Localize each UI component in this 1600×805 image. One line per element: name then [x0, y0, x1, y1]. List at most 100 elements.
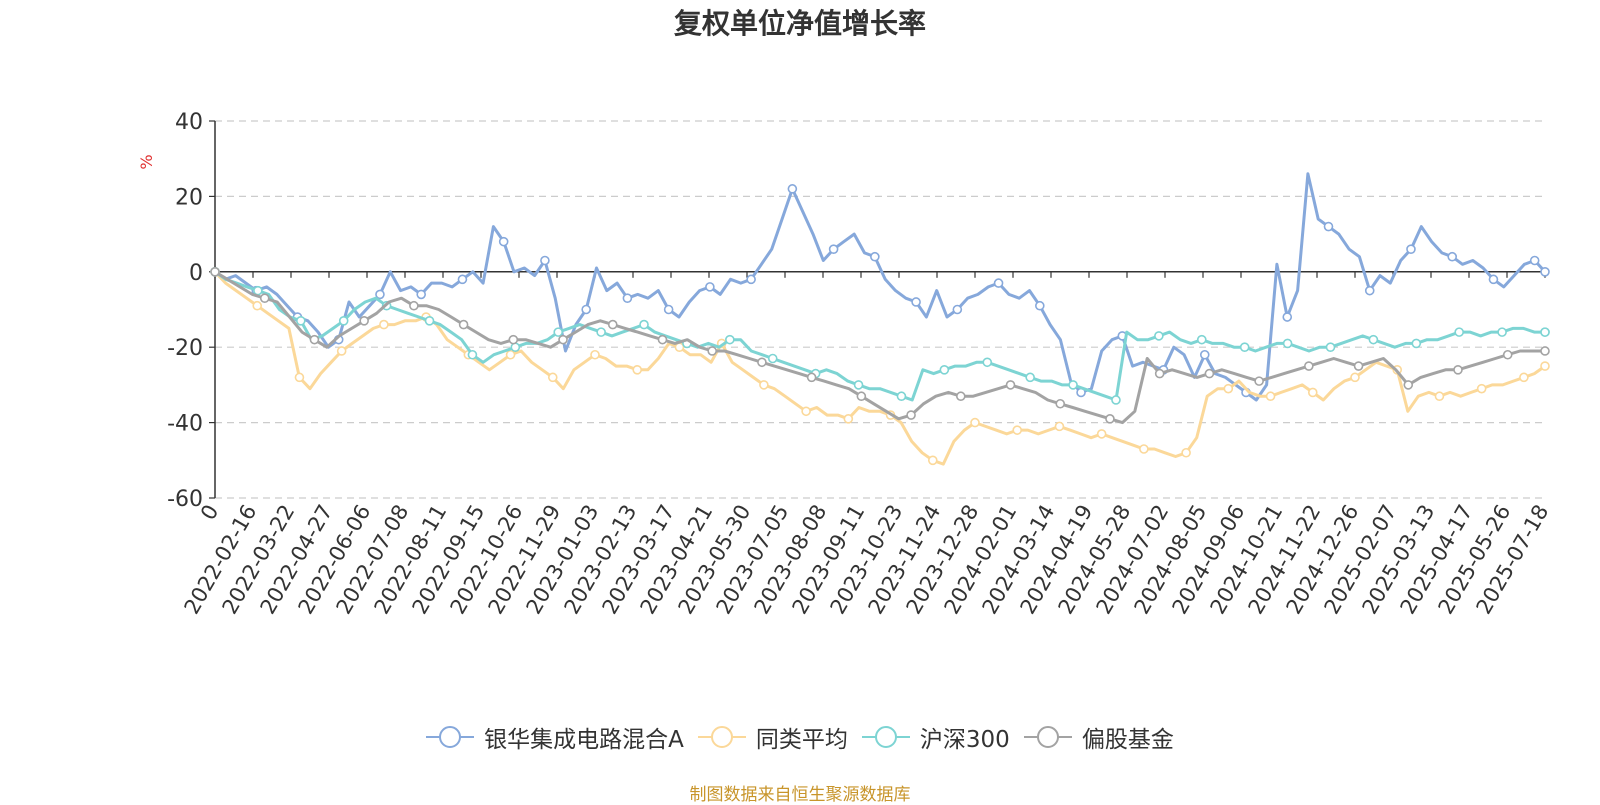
series-point — [1454, 327, 1464, 337]
series-point — [1307, 387, 1318, 398]
series-point — [1488, 274, 1499, 285]
series-point — [336, 346, 347, 356]
series-point — [1005, 380, 1016, 390]
series-point — [1502, 349, 1513, 360]
chart-title: 复权单位净值增长率 — [673, 7, 926, 40]
series-point — [1540, 361, 1550, 371]
series-point — [338, 316, 349, 326]
series-point — [806, 372, 817, 383]
legend-label: 沪深300 — [919, 727, 1010, 753]
x-tick-label: 0 — [196, 501, 223, 525]
series-point — [1519, 372, 1529, 383]
series-point — [252, 300, 263, 311]
series-point — [581, 304, 591, 315]
series-lines — [210, 172, 1550, 466]
series-point — [1154, 331, 1164, 341]
series-point — [457, 274, 468, 285]
series-point — [1012, 425, 1023, 435]
series-point — [1282, 312, 1293, 322]
series-point — [1139, 444, 1149, 454]
series-point — [1111, 395, 1121, 405]
series-point — [1350, 372, 1360, 383]
series-point — [906, 410, 916, 420]
series-point — [1254, 376, 1264, 386]
legend-marker-icon — [426, 726, 475, 748]
series-point — [1068, 380, 1078, 390]
series-point — [639, 319, 649, 330]
series-point — [296, 316, 306, 326]
series-point — [467, 349, 478, 360]
series-point — [558, 334, 568, 345]
series-point — [970, 417, 980, 428]
legend-item[interactable]: 沪深300 — [861, 720, 1010, 754]
series-point — [853, 380, 864, 390]
series-point — [1434, 391, 1445, 402]
legend-item[interactable]: 同类平均 — [697, 720, 848, 754]
series-point — [259, 293, 270, 303]
y-tick-label: -60 — [167, 487, 203, 512]
series-point — [510, 342, 521, 353]
series-point — [911, 297, 921, 307]
series-point — [1096, 429, 1107, 439]
series-point — [993, 278, 1004, 288]
series-point — [1447, 251, 1458, 262]
series-point — [725, 334, 735, 345]
series-line — [214, 270, 1545, 425]
legend-marker-icon — [1023, 726, 1072, 748]
series-point — [210, 266, 220, 277]
legend-label: 同类平均 — [755, 727, 848, 753]
series-point — [607, 319, 618, 330]
legend-marker-icon — [861, 726, 910, 748]
y-axis-label: % — [137, 154, 156, 169]
series-point — [1054, 421, 1065, 432]
series-point — [1025, 372, 1035, 383]
series-point — [707, 346, 717, 356]
source-note: 制图数据来自恒生聚源数据库 — [689, 785, 911, 805]
series-point — [1540, 346, 1550, 356]
series-line — [214, 270, 1545, 402]
legend-label: 银华集成电路混合A — [484, 727, 684, 753]
legend-item[interactable]: 偏股基金 — [1023, 720, 1174, 754]
series-point — [1154, 368, 1165, 379]
series-point — [1199, 349, 1210, 360]
series-point — [767, 353, 778, 364]
series-point — [553, 327, 564, 337]
y-tick-label: 40 — [175, 110, 203, 135]
series-point — [955, 391, 966, 402]
series-point — [1540, 327, 1550, 337]
series-line — [214, 172, 1547, 402]
series-point — [1105, 414, 1115, 424]
series-point — [1406, 244, 1416, 254]
series-point — [1325, 342, 1336, 353]
series-point — [927, 455, 938, 466]
series-point — [982, 357, 993, 368]
series-point — [1540, 266, 1550, 277]
series-point — [705, 282, 715, 292]
series-point — [1323, 221, 1334, 232]
series-point — [787, 184, 798, 194]
series-point — [843, 414, 854, 424]
series-point — [409, 300, 419, 311]
y-tick-label: 20 — [175, 185, 203, 210]
series-point — [1364, 285, 1375, 296]
legend-label: 偏股基金 — [1081, 727, 1174, 753]
series-point — [1497, 327, 1507, 337]
series-point — [870, 251, 880, 262]
axes — [209, 120, 1546, 499]
series-point — [1204, 368, 1215, 379]
series-point — [1304, 361, 1314, 371]
series-point — [939, 365, 950, 375]
series-point — [746, 274, 756, 285]
series-point — [1265, 391, 1276, 402]
series-point — [253, 285, 263, 296]
series-point — [856, 391, 867, 402]
series-point — [547, 372, 558, 383]
series-point — [1181, 447, 1191, 458]
series-point — [1196, 334, 1207, 345]
line-chart: 40200-20-40-6002022-02-162022-03-222022-… — [137, 110, 1553, 618]
legend-item[interactable]: 银华集成电路混合A — [426, 720, 684, 754]
series-point — [759, 380, 769, 390]
series-point — [632, 365, 643, 375]
series-line — [213, 270, 1546, 466]
legend: 银华集成电路混合A 同类平均 沪深300 偏股基金 — [0, 720, 1600, 754]
